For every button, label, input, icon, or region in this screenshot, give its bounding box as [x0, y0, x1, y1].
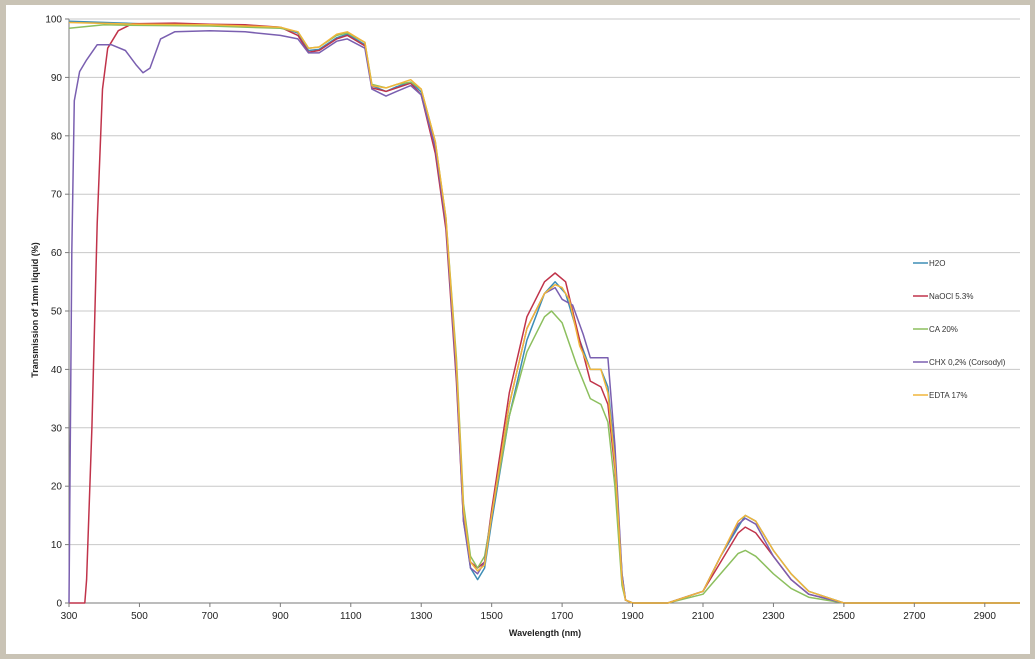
x-tick-label: 900 [272, 611, 289, 622]
y-tick-label: 40 [51, 365, 63, 376]
legend-label: NaOCl 5.3% [929, 292, 973, 301]
x-tick-label: 1100 [340, 611, 362, 622]
y-tick-label: 30 [51, 423, 63, 434]
x-tick-label: 300 [61, 611, 78, 622]
series-line-1 [69, 22, 1020, 604]
y-tick-label: 100 [45, 15, 62, 26]
series-line-4 [68, 21, 1020, 604]
y-tick-label: 90 [51, 73, 63, 84]
x-tick-label: 2900 [974, 611, 997, 622]
x-tick-label: 2500 [833, 611, 856, 622]
y-tick-label: 50 [51, 307, 63, 318]
series-line-2 [68, 24, 1020, 604]
legend-label: CA 20% [929, 325, 958, 334]
x-tick-label: 700 [202, 611, 219, 622]
x-tick-label: 1300 [410, 611, 433, 622]
y-axis-title: Transmission of 1mm liquid (%) [30, 242, 40, 378]
tick-labels: 0 10 20 30 40 50 60 70 80 90 100 300 500 700 900 1100 13… [45, 15, 996, 623]
x-tick-label: 1500 [481, 611, 504, 622]
legend-label: H2O [929, 259, 945, 268]
series-lines [68, 20, 1020, 604]
x-tick-label: 1900 [621, 611, 644, 622]
y-tick-label: 20 [51, 482, 63, 493]
y-tick-label: 10 [51, 540, 63, 551]
x-tick-label: 500 [131, 611, 148, 622]
x-tick-label: 1700 [551, 611, 574, 622]
x-tick-label: 2300 [762, 611, 785, 622]
legend: H2O NaOCl 5.3% CA 20% CHX 0,2% (Corsodyl) ED… [913, 259, 1006, 400]
series-line-0 [68, 20, 1020, 604]
legend-label: CHX 0,2% (Corsodyl) [929, 358, 1006, 367]
grid-lines [69, 18, 1020, 546]
y-tick-label: 60 [51, 248, 63, 259]
y-tick-label: 80 [51, 131, 63, 142]
y-tick-label: 70 [51, 190, 63, 201]
x-axis-title: Wavelength (nm) [509, 628, 581, 638]
y-tick-label: 0 [56, 599, 62, 610]
legend-label: EDTA 17% [929, 391, 968, 400]
x-tick-label: 2700 [903, 611, 926, 622]
x-tick-label: 2100 [692, 611, 715, 622]
